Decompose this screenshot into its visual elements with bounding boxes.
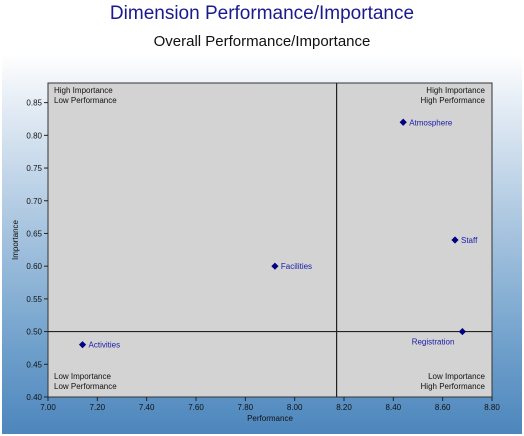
data-point-staff-marker [451,236,459,244]
chart-subtitle: Overall Performance/Importance [153,33,371,50]
x-axis-label: Performance [247,414,293,423]
chart-title: Dimension Performance/Importance [109,3,415,24]
quadrant-label-bottom-right: Low Importance High Performance [421,372,486,391]
data-point-staff-label: Staff [461,236,478,245]
y-tick-label: 0.55 [26,295,42,304]
y-tick-label: 0.45 [26,360,42,369]
data-point-facilities-label: Facilities [281,262,312,271]
data-point-activities-label: Activities [89,341,121,350]
data-point-registration-label: Registration [412,338,455,347]
y-tick-label: 0.40 [26,393,42,402]
x-tick-label: 7.20 [90,403,106,412]
x-tick-label: 8.60 [435,403,451,412]
quadrant-label-top-right: High Importance High Performance [421,86,486,105]
x-tick-label: 8.00 [287,403,303,412]
data-point-activities-marker [78,341,87,349]
y-axis-label: Importance [11,219,20,260]
data-point-facilities-marker [271,262,279,270]
x-tick-label: 7.60 [188,403,204,412]
x-tick-label: 8.80 [484,403,500,412]
data-point-atmosphere-label: Atmosphere [409,118,453,127]
x-tick-label: 7.40 [139,403,155,412]
y-tick-label: 0.50 [26,328,42,337]
y-tick-label: 0.80 [26,131,42,140]
x-tick-label: 8.20 [336,403,352,412]
quadrant-label-bottom-left: Low Importance Low Performance [54,372,117,391]
data-point-registration-marker [458,327,466,336]
x-tick-label: 8.40 [386,403,402,412]
quadrant-label-top-left: High Importance Low Performance [54,86,117,105]
y-tick-label: 0.75 [26,164,42,173]
data-point-atmosphere-marker [399,118,407,126]
y-tick-label: 0.65 [26,229,42,238]
x-tick-label: 7.00 [40,403,56,412]
y-tick-label: 0.60 [26,262,42,271]
x-tick-label: 7.80 [238,403,254,412]
y-tick-label: 0.70 [26,197,42,206]
y-tick-label: 0.85 [26,99,42,108]
plot-area [47,82,493,398]
